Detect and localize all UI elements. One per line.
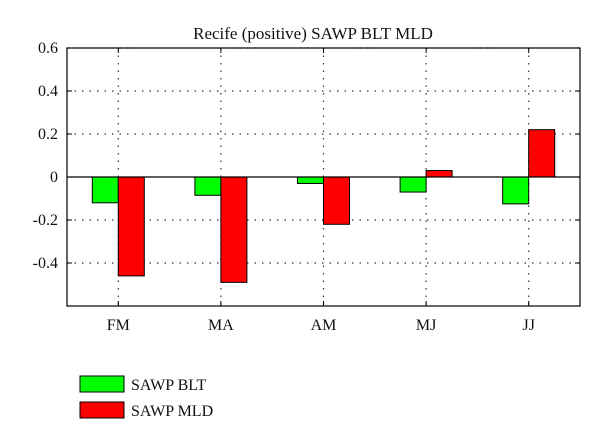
- bar-sawp-mld-jj: [528, 129, 556, 178]
- x-tick-label-fm: FM: [107, 317, 130, 334]
- legend-label-sawp-mld: SAWP MLD: [131, 403, 213, 420]
- y-tick-label-4: 0.4: [38, 83, 58, 100]
- bar-sawp-mld-ma: [220, 176, 248, 283]
- legend-swatch-sawp-blt: [79, 375, 125, 393]
- y-tick-label-1: -0.2: [33, 212, 58, 229]
- x-tick-label-jj: JJ: [522, 317, 534, 334]
- bar-sawp-blt-ma: [194, 176, 222, 196]
- bar-sawp-blt-am: [297, 176, 324, 184]
- x-tick-label-ma: MA: [208, 317, 234, 334]
- plot-area: -0.4 -0.2 0 0.2 0.4 0.6 FM MA AM MJ JJ: [33, 40, 581, 334]
- bar-sawp-blt-mj: [399, 176, 427, 193]
- legend-swatch-sawp-mld: [79, 401, 125, 419]
- bar-sawp-blt-jj: [502, 176, 530, 205]
- y-tick-label-5: 0.6: [38, 40, 58, 57]
- bar-sawp-mld-mj: [425, 170, 453, 178]
- bar-sawp-mld-am: [323, 176, 350, 225]
- x-tick-label-am: AM: [311, 317, 337, 334]
- bar-sawp-blt-fm: [91, 176, 119, 204]
- x-tick-label-mj: MJ: [416, 317, 436, 334]
- bar-sawp-mld-fm: [117, 176, 145, 277]
- legend-label-sawp-blt: SAWP BLT: [131, 377, 207, 394]
- y-tick-label-2: 0: [50, 169, 58, 186]
- y-tick-label-0: -0.4: [33, 255, 58, 272]
- legend: SAWP BLT SAWP MLD: [79, 375, 213, 420]
- chart-title: Recife (positive) SAWP BLT MLD: [193, 24, 433, 43]
- y-tick-label-3: 0.2: [38, 126, 58, 143]
